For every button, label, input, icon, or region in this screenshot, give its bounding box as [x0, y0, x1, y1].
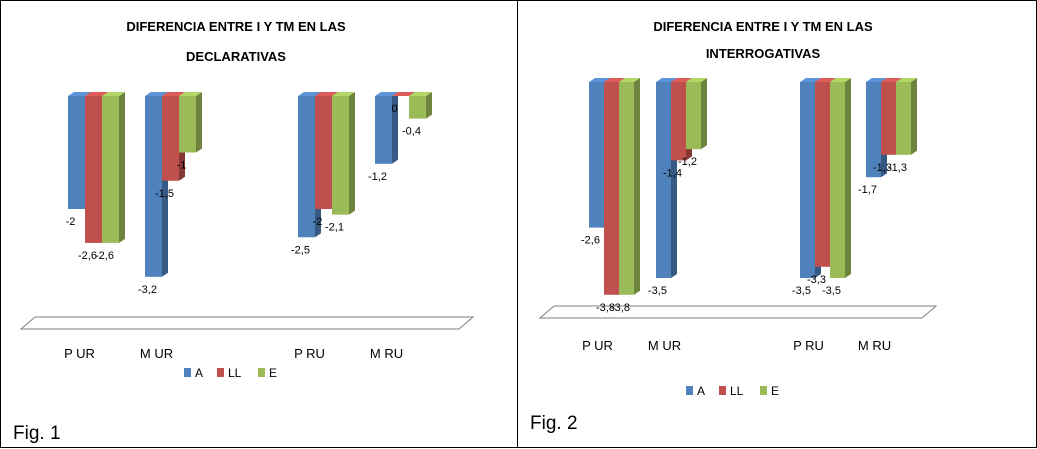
data-label: -1,2 [368, 171, 387, 183]
bar-A-m-ru [375, 92, 398, 164]
data-label: -1,4 [663, 167, 682, 179]
data-label: -1,5 [155, 188, 174, 200]
figure-caption: Fig. 1 [13, 423, 61, 444]
data-label: -2,6 [581, 235, 600, 247]
data-label: -3,5 [792, 285, 811, 297]
data-label: -2,6 [78, 250, 97, 262]
data-label: -2 [66, 216, 76, 228]
chart-title-line: DECLARATIVAS [186, 49, 286, 64]
bar-E-p-ru [332, 92, 355, 215]
bar-LL-m-ru [392, 92, 415, 96]
category-label: P UR [64, 346, 95, 361]
legend-swatch [217, 368, 224, 377]
figure-caption: Fig. 2 [530, 413, 578, 434]
category-label: M UR [140, 346, 173, 361]
bar-chart-declarativas: DIFERENCIA ENTRE I Y TM EN LAS DECLARATIV… [19, 19, 475, 380]
bar-E-m-ur [179, 92, 202, 153]
category-label: P UR [582, 338, 613, 353]
category-label: M RU [370, 346, 403, 361]
bar-E-m-ur [686, 78, 707, 150]
chart-floor [538, 305, 938, 319]
legend-swatch [719, 386, 726, 395]
legend-label: A [195, 366, 203, 380]
data-label: -3,5 [822, 285, 841, 297]
data-label: -3,2 [138, 284, 157, 296]
legend-label: LL [730, 384, 744, 398]
chart-title-line: INTERROGATIVAS [706, 46, 821, 61]
chart-floor [19, 316, 475, 330]
chart-title-line: DIFERENCIA ENTRE I Y TM EN LAS [653, 19, 873, 34]
data-label: -3,8 [596, 302, 615, 314]
data-label: -1,3 [873, 162, 892, 174]
data-label: -1,2 [678, 156, 697, 168]
bar-E-p-ur [619, 78, 640, 295]
category-label: P RU [793, 338, 824, 353]
chart-title-line: DIFERENCIA ENTRE I Y TM EN LAS [126, 19, 346, 34]
data-label: -0,4 [402, 126, 421, 138]
data-label: -1,3 [888, 162, 907, 174]
data-label: -3,5 [648, 285, 667, 297]
bar-E-m-ru [896, 78, 917, 155]
data-label: -1,7 [858, 184, 877, 196]
data-label: -2,6 [95, 250, 114, 262]
bar-E-p-ru [830, 78, 851, 278]
chart-panel-declarativas: DIFERENCIA ENTRE I Y TM EN LAS DECLARATIV… [0, 0, 518, 448]
data-label: -2,5 [291, 244, 310, 256]
data-label: -1 [177, 160, 187, 172]
category-label: P RU [294, 346, 325, 361]
legend-swatch [258, 368, 265, 377]
category-label: M RU [858, 338, 891, 353]
data-label: 0 [391, 103, 397, 115]
legend-label: E [771, 384, 779, 398]
bar-E-m-ru [409, 92, 432, 119]
legend-label: LL [228, 366, 242, 380]
legend-label: E [269, 366, 277, 380]
data-label: -3,8 [611, 302, 630, 314]
chart-panel-interrogativas: DIFERENCIA ENTRE I Y TM EN LAS INTERROGAT… [518, 0, 1037, 448]
bar-E-p-ur [102, 92, 125, 243]
data-label: -3,3 [807, 274, 826, 286]
legend-label: A [697, 384, 705, 398]
data-label: -2 [313, 216, 323, 228]
category-label: M UR [648, 338, 681, 353]
legend-swatch [686, 386, 693, 395]
bar-chart-interrogativas: DIFERENCIA ENTRE I Y TM EN LAS INTERROGAT… [538, 19, 938, 398]
data-label: -2,1 [325, 222, 344, 234]
legend-swatch [184, 368, 191, 377]
legend-swatch [760, 386, 767, 395]
